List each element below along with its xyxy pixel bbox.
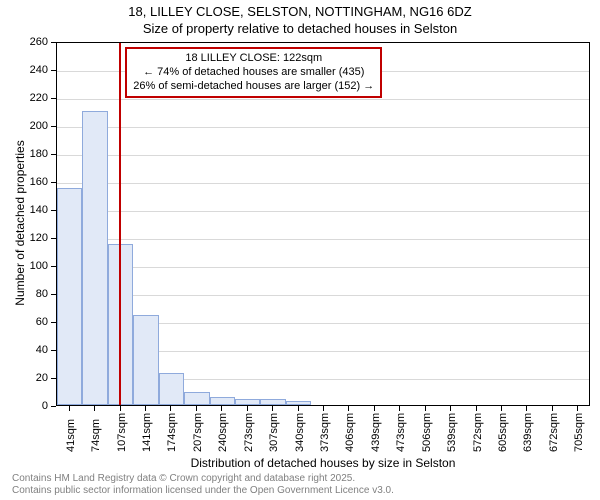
annotation-line-3: 26% of semi-detached houses are larger (…	[133, 80, 374, 94]
histogram-bar	[57, 188, 82, 405]
x-tick-mark	[272, 406, 273, 411]
y-tick-label: 220	[0, 92, 48, 104]
y-tick-label: 120	[0, 232, 48, 244]
y-tick-mark	[51, 294, 56, 295]
footer-line-2: Contains public sector information licen…	[0, 485, 600, 496]
x-tick-label: 539sqm	[446, 413, 458, 452]
x-tick-label: 41sqm	[65, 419, 77, 452]
x-tick-label: 605sqm	[497, 413, 509, 452]
grid-line	[57, 295, 589, 296]
histogram-bar	[184, 392, 209, 405]
x-tick-mark	[120, 406, 121, 411]
histogram-bar	[260, 399, 285, 405]
y-tick-label: 200	[0, 120, 48, 132]
plot-area: 18 LILLEY CLOSE: 122sqm ← 74% of detache…	[56, 42, 590, 406]
x-tick-mark	[425, 406, 426, 411]
y-tick-label: 140	[0, 204, 48, 216]
x-tick-mark	[348, 406, 349, 411]
x-tick-label: 373sqm	[319, 413, 331, 452]
x-tick-mark	[145, 406, 146, 411]
x-tick-label: 506sqm	[421, 413, 433, 452]
x-tick-mark	[170, 406, 171, 411]
y-tick-label: 160	[0, 176, 48, 188]
y-tick-mark	[51, 126, 56, 127]
y-tick-label: 260	[0, 36, 48, 48]
x-tick-mark	[196, 406, 197, 411]
x-tick-mark	[577, 406, 578, 411]
y-tick-mark	[51, 210, 56, 211]
y-tick-mark	[51, 154, 56, 155]
x-tick-label: 406sqm	[344, 413, 356, 452]
x-tick-label: 141sqm	[141, 413, 153, 452]
y-tick-label: 180	[0, 148, 48, 160]
x-tick-label: 207sqm	[192, 413, 204, 452]
histogram-bar	[133, 315, 158, 405]
x-tick-label: 439sqm	[370, 413, 382, 452]
grid-line	[57, 267, 589, 268]
histogram-bar	[159, 373, 184, 405]
y-tick-label: 0	[0, 400, 48, 412]
grid-line	[57, 183, 589, 184]
y-tick-mark	[51, 378, 56, 379]
x-tick-label: 572sqm	[472, 413, 484, 452]
x-tick-mark	[298, 406, 299, 411]
x-tick-label: 107sqm	[116, 413, 128, 452]
x-tick-label: 672sqm	[548, 413, 560, 452]
x-tick-label: 473sqm	[395, 413, 407, 452]
x-tick-mark	[69, 406, 70, 411]
y-tick-mark	[51, 70, 56, 71]
x-tick-mark	[501, 406, 502, 411]
x-tick-label: 307sqm	[268, 413, 280, 452]
y-tick-label: 60	[0, 316, 48, 328]
page-title-line1: 18, LILLEY CLOSE, SELSTON, NOTTINGHAM, N…	[0, 4, 600, 19]
histogram-bar	[82, 111, 107, 405]
histogram-bar	[286, 401, 311, 405]
x-tick-mark	[450, 406, 451, 411]
grid-line	[57, 99, 589, 100]
grid-line	[57, 211, 589, 212]
footer-line-1: Contains HM Land Registry data © Crown c…	[0, 473, 600, 484]
x-tick-label: 74sqm	[90, 419, 102, 452]
x-tick-mark	[526, 406, 527, 411]
x-tick-mark	[94, 406, 95, 411]
y-tick-mark	[51, 182, 56, 183]
x-tick-label: 639sqm	[522, 413, 534, 452]
y-tick-label: 20	[0, 372, 48, 384]
page-title-line2: Size of property relative to detached ho…	[0, 21, 600, 36]
y-tick-mark	[51, 266, 56, 267]
grid-line	[57, 127, 589, 128]
x-axis-label: Distribution of detached houses by size …	[56, 456, 590, 470]
x-tick-label: 174sqm	[166, 413, 178, 452]
grid-line	[57, 239, 589, 240]
x-tick-label: 340sqm	[294, 413, 306, 452]
y-tick-label: 100	[0, 260, 48, 272]
property-marker-line	[119, 43, 121, 405]
y-tick-label: 240	[0, 64, 48, 76]
y-tick-mark	[51, 406, 56, 407]
x-tick-mark	[323, 406, 324, 411]
x-tick-label: 273sqm	[243, 413, 255, 452]
x-tick-mark	[552, 406, 553, 411]
annotation-line-2: ← 74% of detached houses are smaller (43…	[133, 66, 374, 80]
x-tick-mark	[374, 406, 375, 411]
x-tick-label: 240sqm	[217, 413, 229, 452]
annotation-line-1: 18 LILLEY CLOSE: 122sqm	[133, 52, 374, 66]
y-tick-mark	[51, 322, 56, 323]
x-tick-mark	[476, 406, 477, 411]
x-tick-label: 705sqm	[573, 413, 585, 452]
chart-container: 18, LILLEY CLOSE, SELSTON, NOTTINGHAM, N…	[0, 0, 600, 500]
y-tick-label: 80	[0, 288, 48, 300]
y-tick-mark	[51, 238, 56, 239]
x-tick-mark	[399, 406, 400, 411]
histogram-bar	[235, 399, 260, 405]
x-tick-mark	[247, 406, 248, 411]
y-tick-label: 40	[0, 344, 48, 356]
y-tick-mark	[51, 350, 56, 351]
y-tick-mark	[51, 42, 56, 43]
annotation-box: 18 LILLEY CLOSE: 122sqm ← 74% of detache…	[125, 47, 382, 98]
histogram-bar	[210, 397, 235, 405]
x-tick-mark	[221, 406, 222, 411]
grid-line	[57, 155, 589, 156]
y-tick-mark	[51, 98, 56, 99]
